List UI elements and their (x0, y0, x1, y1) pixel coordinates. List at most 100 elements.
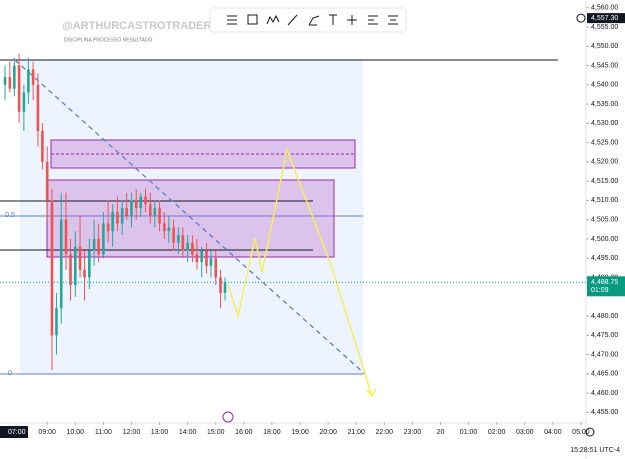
x-tick-label: 12:00 (123, 429, 141, 436)
x-tick-label: 23:00 (404, 429, 422, 436)
candle-body (64, 219, 68, 255)
high-marker-tag (587, 13, 625, 24)
projection-path (227, 147, 373, 397)
last-price-tag (587, 276, 625, 297)
x-tick-label: 22:00 (376, 429, 394, 436)
y-tick-label: 4,520.00 (591, 159, 618, 166)
candle-body (130, 200, 133, 216)
candle-body (186, 242, 189, 251)
tool-icon[interactable] (368, 15, 378, 25)
candle-body (102, 223, 105, 255)
candle-body (8, 77, 12, 89)
candle-body (69, 254, 72, 286)
candle-body (83, 269, 86, 278)
candle-body (55, 308, 58, 336)
x-tick-label: 16:00 (235, 429, 253, 436)
candle-body (50, 200, 54, 336)
crosshair-time: 07:00 (8, 429, 26, 436)
tool-icon[interactable] (347, 15, 357, 25)
settings-icon[interactable] (585, 427, 595, 437)
candle-body (88, 250, 91, 278)
candle-body (200, 250, 204, 263)
y-tick-label: 4,495.00 (591, 255, 618, 262)
candle-body (195, 254, 199, 263)
x-tick-label: 13:00 (151, 429, 169, 436)
x-tick-label: 03:00 (516, 429, 534, 436)
x-tick-label: 21:00 (347, 429, 365, 436)
x-tick-label: 14:00 (179, 429, 197, 436)
add-alert-icon[interactable] (576, 13, 586, 23)
watermark-subtitle: DISCIPLINA PROCESSO RESULTADO (64, 37, 153, 43)
clock: 15:28:51 UTC-4 (570, 447, 620, 454)
y-tick-label: 4,460.00 (591, 390, 618, 397)
candle-body (181, 235, 185, 251)
event-icon[interactable] (222, 411, 234, 423)
candle-body (41, 131, 44, 162)
high-marker-label: 4,557.30 (591, 15, 618, 22)
tool-icon[interactable] (308, 15, 320, 26)
candle-body (223, 282, 227, 293)
toolbar[interactable] (209, 7, 407, 33)
candle-body (205, 250, 208, 266)
plot-area (0, 53, 558, 398)
candle-body (106, 223, 110, 232)
candle-body (214, 258, 218, 278)
candle-body (144, 196, 147, 205)
tool-icon[interactable] (227, 15, 237, 25)
candle-body (92, 238, 96, 251)
y-tick-label: 4,530.00 (591, 120, 618, 127)
candle-body (17, 65, 21, 112)
y-tick-label: 4,475.00 (591, 332, 618, 339)
candle-body (116, 211, 119, 224)
candle-body (167, 227, 171, 232)
candle-body (3, 77, 7, 85)
candle-body (163, 223, 166, 232)
y-tick-label: 4,515.00 (591, 178, 618, 185)
y-tick-label: 4,470.00 (591, 351, 618, 358)
tool-icon[interactable] (388, 15, 398, 25)
x-tick-label: 11:00 (95, 429, 112, 436)
y-tick-label: 4,555.00 (591, 24, 618, 31)
candle-body (97, 238, 100, 255)
x-tick-label: 05:00 (572, 429, 590, 436)
candle-body (59, 219, 63, 309)
projection-arrow (366, 388, 377, 398)
candle-body (78, 246, 82, 270)
x-tick-label: 19:00 (291, 429, 309, 436)
x-tick-label: 09:00 (38, 429, 56, 436)
trend-line (14, 59, 366, 375)
candle-body (148, 204, 152, 216)
y-tick-label: 4,545.00 (591, 62, 618, 69)
candle-body (209, 258, 213, 266)
candle-body (134, 200, 138, 209)
candle-body (219, 277, 222, 293)
tool-icon[interactable] (329, 14, 337, 25)
tool-icon[interactable] (287, 14, 298, 26)
x-tick-label: 15:00 (207, 429, 225, 436)
x-tick-label: 10:00 (67, 429, 85, 436)
candle-body (73, 246, 77, 286)
tool-icon[interactable] (266, 14, 280, 25)
candle-body (45, 161, 49, 201)
watermark: @ARTHURCASTROTRADER (62, 20, 211, 32)
y-tick-label: 4,510.00 (591, 197, 618, 204)
y-tick-label: 4,560.00 (591, 5, 618, 12)
crosshair-tag (0, 426, 28, 438)
last-price-label: 4,488.75 (591, 279, 618, 286)
y-tick-label: 4,455.00 (591, 409, 618, 416)
candle-body (36, 84, 40, 132)
y-tick-label: 4,535.00 (591, 101, 618, 108)
candle-body (158, 208, 161, 224)
x-tick-label: 01:00 (460, 429, 478, 436)
tool-icon[interactable] (247, 14, 258, 25)
x-tick-label: 02:00 (488, 429, 506, 436)
y-tick-label: 4,480.00 (591, 313, 618, 320)
candle-body (172, 227, 175, 243)
y-tick-label: 4,550.00 (591, 43, 618, 50)
toolbar-panel[interactable] (209, 7, 407, 33)
candle-body (120, 208, 124, 224)
y-tick-label: 4,500.00 (591, 236, 618, 243)
zone-box (46, 179, 335, 258)
candle-body (13, 65, 16, 89)
